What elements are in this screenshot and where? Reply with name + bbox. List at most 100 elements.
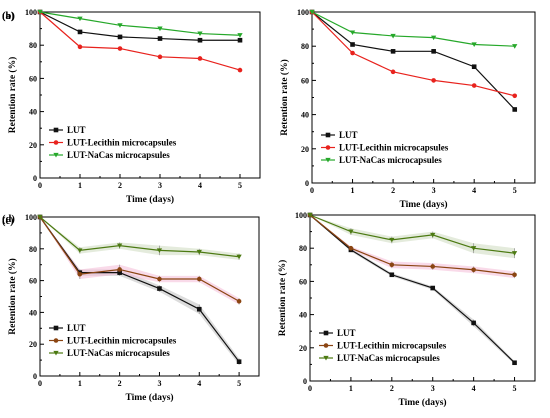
y-tick-label: 20 [29, 141, 37, 150]
series-line-1 [39, 216, 240, 302]
panel-label: (d) [2, 214, 15, 225]
data-point [307, 212, 313, 218]
data-point [237, 37, 243, 43]
series-line-2 [39, 11, 241, 36]
chart-panel-c: 0 1 2 3 4 5 0 20 40 60 80 100 Time (days) Retention r… [2, 213, 260, 403]
data-point [309, 9, 315, 15]
data-point [237, 67, 243, 73]
y-tick-label: 40 [299, 311, 307, 320]
x-tick-label: 3 [431, 384, 435, 393]
data-point [389, 237, 395, 243]
series-line-1 [311, 11, 515, 97]
y-tick-label: 60 [29, 277, 37, 286]
y-tick-label: 80 [299, 244, 307, 253]
y-tick-label: 20 [29, 340, 37, 349]
series-line-2 [39, 216, 240, 258]
data-point [350, 42, 355, 47]
data-point [157, 286, 162, 291]
data-point [197, 56, 203, 61]
y-tick-label: 80 [29, 245, 37, 254]
y-axis-label: Retention rate (%) [7, 258, 18, 335]
legend-marker [325, 157, 331, 163]
x-axis-label: Time (days) [126, 194, 174, 205]
panel-label: (a) [2, 11, 15, 22]
data-point [511, 251, 518, 256]
x-tick-label: 4 [472, 384, 476, 393]
data-point [350, 50, 355, 56]
legend-marker [53, 140, 59, 145]
data-point [512, 272, 517, 278]
data-point [430, 232, 436, 238]
data-point [471, 83, 477, 88]
panel-label: (c) [2, 216, 14, 227]
x-tick-label: 5 [513, 186, 517, 195]
data-point [471, 64, 477, 70]
legend-marker [53, 338, 59, 343]
y-tick-label: 40 [301, 111, 309, 120]
panel-label: (b) [2, 11, 15, 22]
series-line-1 [39, 11, 241, 71]
y-tick-label: 60 [299, 277, 307, 286]
data-point [37, 9, 43, 15]
x-tick-label: 5 [237, 379, 241, 388]
x-tick-label: 0 [310, 186, 314, 195]
data-point [236, 254, 242, 260]
y-tick-label: 80 [29, 41, 37, 50]
data-point [117, 23, 123, 28]
legend-entry: LUT [67, 323, 86, 333]
y-tick-label: 20 [301, 145, 309, 154]
data-point [157, 276, 162, 282]
data-point [471, 320, 476, 326]
series-line-0 [39, 216, 240, 363]
data-point [430, 285, 436, 291]
data-point [196, 249, 202, 255]
x-tick-label: 2 [391, 186, 395, 195]
legend-marker [323, 330, 329, 336]
x-tick-label: 5 [238, 181, 242, 190]
x-tick-label: 1 [349, 384, 353, 393]
y-tick-label: 0 [33, 174, 37, 183]
data-point [197, 37, 203, 43]
y-tick-label: 100 [25, 213, 37, 222]
data-point [77, 29, 83, 35]
data-point [348, 245, 354, 251]
legend-marker [53, 325, 59, 331]
x-tick-label: 1 [78, 181, 82, 190]
legend-entry: LUT-Lecithin microcapsules [337, 341, 447, 351]
data-point [117, 267, 122, 272]
series-line-2 [311, 11, 515, 47]
legend-entry: LUT-Lecithin microcapsules [339, 143, 449, 153]
x-tick-label: 0 [38, 181, 42, 190]
legend-marker [325, 132, 331, 138]
data-point [156, 248, 163, 253]
data-point [349, 30, 356, 36]
data-point [471, 42, 477, 48]
data-point [512, 44, 518, 49]
data-point [77, 16, 83, 22]
y-axis-label: Retention rate (%) [7, 57, 18, 134]
y-tick-label: 40 [29, 308, 37, 317]
y-tick-label: 0 [305, 179, 309, 188]
x-tick-label: 4 [472, 186, 476, 195]
data-point [116, 243, 123, 249]
legend-entry: LUT-Lecithin microcapsules [67, 138, 177, 148]
y-tick-label: 60 [29, 74, 37, 83]
x-tick-label: 2 [118, 181, 122, 190]
legend-marker [323, 355, 329, 361]
y-axis-label: Retention rate (%) [277, 260, 288, 337]
data-point [157, 26, 163, 32]
data-point [512, 360, 517, 366]
legend-entry: LUT-Lecithin microcapsules [67, 336, 177, 346]
legend-entry: LUT-NaCas microcapsules [339, 155, 442, 165]
x-axis-label: Time (days) [399, 199, 447, 210]
data-point [236, 298, 242, 304]
y-tick-label: 100 [25, 8, 37, 17]
x-tick-label: 1 [351, 186, 355, 195]
x-tick-label: 2 [390, 384, 394, 393]
y-tick-label: 100 [297, 8, 309, 17]
series-line-0 [39, 11, 240, 41]
series-line-0 [311, 11, 516, 110]
data-point [197, 31, 203, 37]
